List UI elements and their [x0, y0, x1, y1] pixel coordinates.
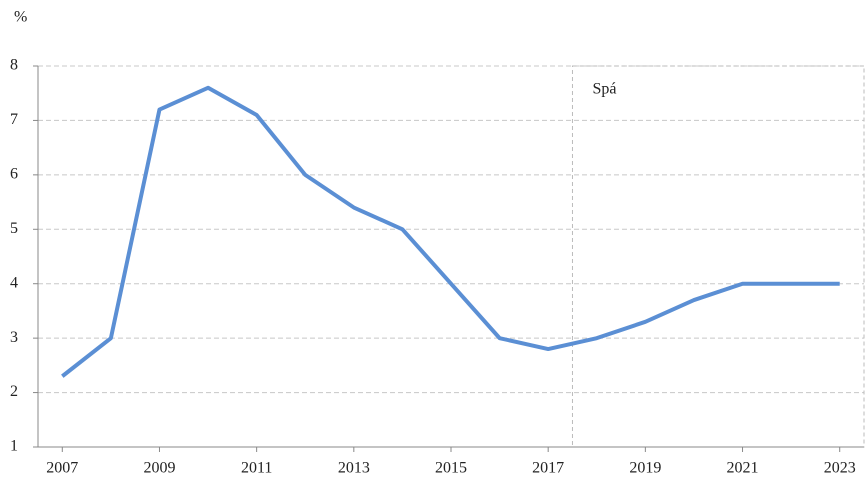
- y-tick-label: 8: [10, 57, 18, 74]
- y-tick-label: 5: [10, 220, 18, 237]
- x-tick-label: 2015: [435, 460, 467, 477]
- y-tick-label: 2: [10, 383, 18, 400]
- forecast-region: [571, 65, 865, 448]
- x-tick-label: 2023: [824, 460, 856, 477]
- y-tick-label: 6: [10, 166, 18, 183]
- y-axis-label: %: [14, 9, 27, 26]
- y-tick-label: 4: [10, 274, 18, 291]
- forecast-label: Spá: [592, 81, 616, 98]
- x-tick-label: 2013: [338, 460, 370, 477]
- x-tick-label: 2011: [241, 460, 272, 477]
- y-tick-label: 7: [10, 111, 18, 128]
- y-tick-label: 3: [10, 329, 18, 346]
- y-tick-label: 1: [10, 438, 18, 455]
- x-tick-label: 2021: [727, 460, 759, 477]
- x-tick-label: 2009: [143, 460, 175, 477]
- x-tick-label: 2007: [46, 460, 78, 477]
- line-series: [61, 85, 840, 378]
- x-tick-label: 2017: [532, 460, 564, 477]
- x-tick-label: 2019: [629, 460, 661, 477]
